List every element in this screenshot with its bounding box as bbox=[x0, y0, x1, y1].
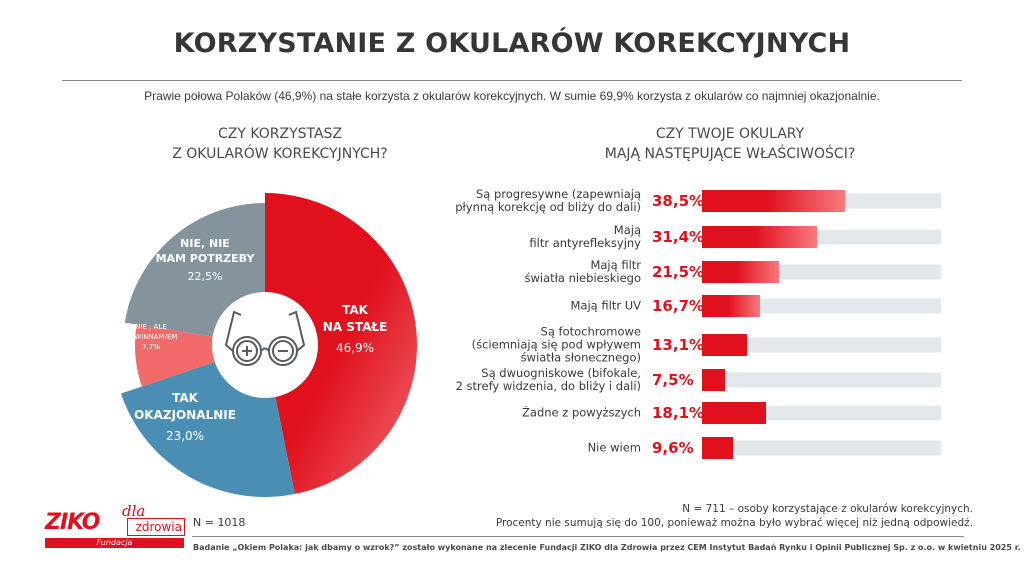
slice-label-nie-ale-powinnam: NIE , ALE POWINNAM/EM 7,7% bbox=[113, 322, 189, 352]
bar-category-line: Są fotochromowe bbox=[540, 324, 641, 339]
bar bbox=[702, 190, 845, 212]
donut-slice bbox=[124, 203, 265, 345]
page-title: KORZYSTANIE Z OKULARÓW KOREKCYJNYCH bbox=[173, 28, 851, 59]
bar bbox=[702, 261, 779, 283]
bar bbox=[702, 226, 818, 248]
bar-category-label: Są progresywne (zapewniają płynną korekcj… bbox=[455, 188, 641, 214]
bar-category-line: Nie wiem bbox=[587, 440, 641, 455]
logo-zdrowia-text: zdrowia bbox=[127, 518, 185, 536]
bar-value-label: 18,1% bbox=[652, 404, 705, 422]
slice-label-line: POWINNAM/EM bbox=[124, 333, 178, 341]
bar-value-label: 31,4% bbox=[652, 228, 705, 246]
logo-dla-text: dla bbox=[122, 502, 146, 520]
slice-label-line: MAM POTRZEBY bbox=[155, 252, 255, 265]
bar-category-label: Nie wiem bbox=[587, 440, 641, 455]
bar-chart-title: CZY TWOJE OKULARY MAJĄ NASTĘPUJĄCE WŁAŚC… bbox=[560, 124, 900, 164]
slice-label-line: NIE, NIE bbox=[180, 237, 230, 250]
bar-category-label: Żadne z powyższych bbox=[522, 405, 641, 420]
bar-category-line: Są progresywne (zapewniają bbox=[475, 187, 641, 201]
bar-category-label: Mają filtr światła niebieskiego bbox=[524, 259, 641, 285]
slice-label-line: TAK bbox=[172, 391, 198, 405]
bar-category-line: 2 strefy widzenia, do bliży i dali) bbox=[455, 379, 641, 393]
bar-track bbox=[702, 298, 941, 314]
bar-value-label: 38,5% bbox=[652, 192, 705, 210]
bar bbox=[702, 369, 725, 391]
bar-category-line: Mają bbox=[613, 223, 641, 237]
bar-category-line: Żadne z powyższych bbox=[522, 405, 641, 420]
bar-category-line: światła słonecznego) bbox=[520, 350, 641, 365]
slice-label-line: TAK bbox=[342, 303, 368, 317]
pie-title-line: Z OKULARÓW KOREKCYJNYCH? bbox=[172, 146, 388, 162]
slice-label-nie-nie-mam: NIE, NIE MAM POTRZEBY 22,5% bbox=[150, 236, 260, 284]
bar-title-line: MAJĄ NASTĘPUJĄCE WŁAŚCIWOŚCI? bbox=[604, 146, 856, 162]
slice-value: 23,0% bbox=[165, 429, 205, 443]
bar-track bbox=[702, 337, 941, 353]
bar-value-label: 9,6% bbox=[652, 439, 694, 457]
donut-slice bbox=[265, 193, 417, 495]
footer-source: Badanie „Okiem Polaka: jak dbamy o wzrok… bbox=[193, 543, 1021, 552]
donut-slice bbox=[135, 324, 265, 387]
slice-value: 22,5% bbox=[187, 270, 223, 283]
slice-label-tak-na-stale: TAK NA STAŁE 46,9% bbox=[310, 302, 400, 357]
bar-value-label: 16,7% bbox=[652, 297, 705, 315]
donut-chart-svg bbox=[120, 193, 417, 497]
bar bbox=[702, 295, 761, 317]
bar-category-line: (ściemniają się pod wpływem bbox=[471, 337, 641, 352]
glasses-icon bbox=[224, 310, 306, 366]
bar-category-line: Mają filtr bbox=[590, 258, 641, 272]
slice-label-line: NIE , ALE bbox=[135, 323, 167, 331]
donut-hole bbox=[212, 292, 318, 398]
pie-n-label: N = 1018 bbox=[193, 516, 246, 529]
bar bbox=[702, 334, 747, 356]
slice-label-tak-okazjonalnie: TAK OKAZJONALNIE 23,0% bbox=[130, 390, 240, 445]
bar-category-label: Mają filtr UV bbox=[570, 298, 641, 313]
bar-category-label: Są dwuogniskowe (bifokale, 2 strefy widze… bbox=[456, 367, 641, 393]
bar-category-line: płynną korekcję od bliży do dali) bbox=[455, 200, 641, 214]
slice-label-line: NA STAŁE bbox=[322, 320, 388, 334]
logo-ziko-text: ZIKO bbox=[45, 510, 100, 535]
bar-track bbox=[702, 440, 941, 456]
title-divider bbox=[62, 80, 962, 81]
bar-category-line: światła niebieskiego bbox=[524, 271, 641, 285]
pie-chart-title: CZY KORZYSTASZ Z OKULARÓW KOREKCYJNYCH? bbox=[130, 124, 430, 164]
bar-chart-note-percent: Procenty nie sumują się do 100, ponieważ… bbox=[495, 517, 973, 529]
bar-category-line: filtr antyrefleksyjny bbox=[529, 236, 641, 250]
bar-chart-note-n: N = 711 – osoby korzystające z okularów … bbox=[682, 503, 973, 515]
bar-category-label: Są fotochromowe (ściemniają się pod wpływ… bbox=[471, 324, 641, 365]
slice-value: 7,7% bbox=[142, 343, 160, 351]
bar-category-line: Są dwuogniskowe (bifokale, bbox=[481, 366, 641, 380]
bar bbox=[702, 402, 766, 424]
bar-value-label: 13,1% bbox=[652, 336, 705, 354]
bar-value-label: 21,5% bbox=[652, 263, 705, 281]
ziko-logo: ZIKO dla zdrowia Fundacja bbox=[45, 502, 185, 552]
page-subtitle: Prawie połowa Polaków (46,9%) na stałe k… bbox=[144, 89, 880, 103]
pie-title-line: CZY KORZYSTASZ bbox=[217, 126, 343, 142]
logo-fundacja-text: Fundacja bbox=[45, 538, 184, 548]
donut-slice bbox=[120, 345, 295, 497]
bar-value-label: 7,5% bbox=[652, 371, 694, 389]
bar-category-line: Mają filtr UV bbox=[570, 298, 641, 313]
bar-category-label: Mają filtr antyrefleksyjny bbox=[529, 224, 641, 250]
slice-label-line: OKAZJONALNIE bbox=[134, 408, 236, 422]
bar-title-line: CZY TWOJE OKULARY bbox=[655, 126, 805, 142]
footer-divider bbox=[192, 536, 964, 537]
bar-track bbox=[702, 372, 941, 388]
bar bbox=[702, 437, 734, 459]
slice-value: 46,9% bbox=[335, 341, 375, 355]
